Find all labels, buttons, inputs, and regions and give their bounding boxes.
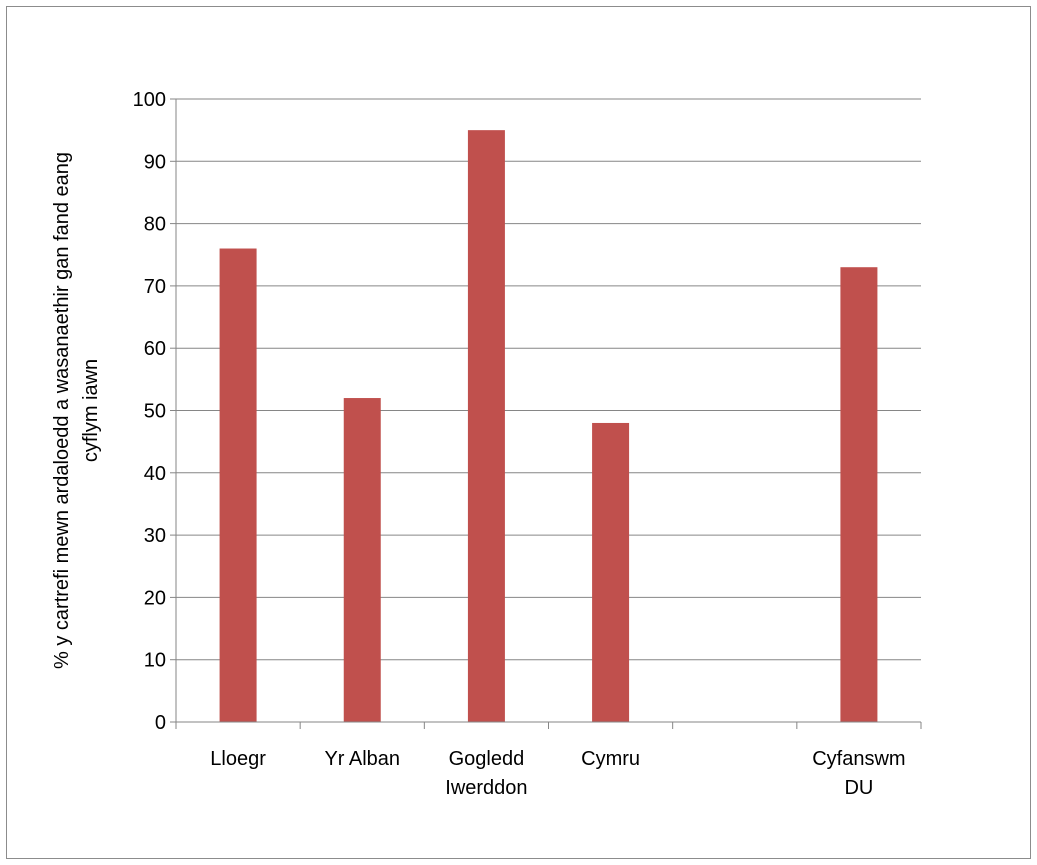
axes <box>170 98 922 729</box>
bar <box>467 130 505 722</box>
bar <box>343 398 381 722</box>
bars <box>219 130 878 722</box>
gridlines <box>176 98 921 661</box>
x-tick-label: Gogledd <box>449 748 525 770</box>
x-tick-label: Lloegr <box>210 748 266 770</box>
y-tick-label: 40 <box>144 463 166 485</box>
bar <box>219 248 257 722</box>
y-tick-label: 30 <box>144 525 166 547</box>
y-tick-label: 10 <box>144 650 166 672</box>
x-tick-label: Cyfanswm <box>812 748 905 770</box>
bar <box>840 267 878 722</box>
x-tick-label: Iwerddon <box>445 777 527 799</box>
y-tick-label: 100 <box>133 89 166 111</box>
y-tick-label: 50 <box>144 401 166 423</box>
x-tick-label: Yr Alban <box>324 748 400 770</box>
y-tick-label: 20 <box>144 587 166 609</box>
y-tick-label: 0 <box>155 712 166 734</box>
x-tick-label: Cymru <box>581 748 640 770</box>
x-tick-labels: Lloegr Yr Alban Gogledd Iwerddon Cymru Cyfans… <box>210 748 905 799</box>
y-tick-label: 70 <box>144 276 166 298</box>
bar <box>592 422 630 722</box>
y-tick-label: 80 <box>144 214 166 236</box>
y-axis-label: % y cartrefi mewn ardaloedd a wasanaethi… <box>51 152 102 669</box>
y-axis-label-line: cyflym iawn <box>80 359 102 462</box>
y-tick-label: 90 <box>144 151 166 173</box>
y-tick-label: 60 <box>144 338 166 360</box>
y-axis-label-line: % y cartrefi mewn ardaloedd a wasanaethi… <box>51 152 73 669</box>
y-tick-labels: 0 10 20 30 40 50 60 70 80 90 100 <box>133 89 166 734</box>
x-tick-label: DU <box>844 777 873 799</box>
